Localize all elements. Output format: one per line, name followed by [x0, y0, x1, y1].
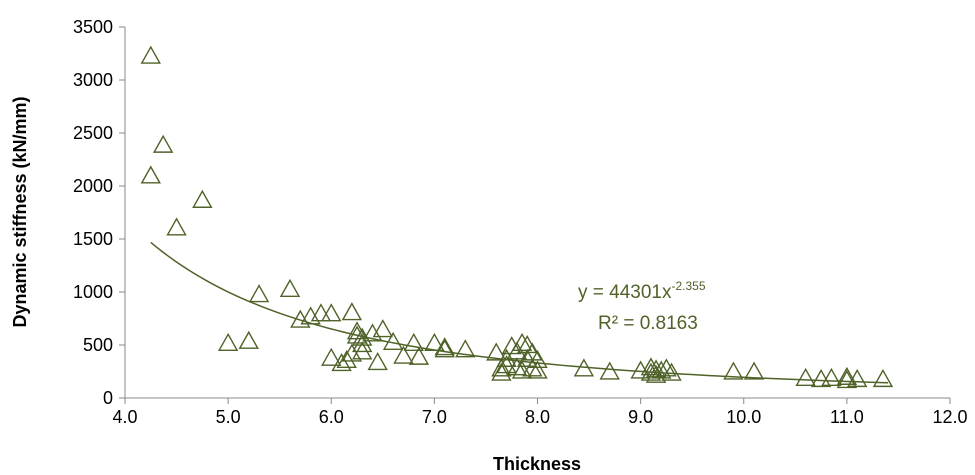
x-tick-label: 12.0 [932, 407, 967, 427]
ticks: 4.0 5.0 6.0 7.0 8.0 9.0 10.0 11.0 12.0 0 500 1000 15… [73, 17, 968, 427]
data-point [403, 332, 424, 352]
data-point [651, 360, 672, 379]
data-point [434, 337, 455, 356]
data-point [248, 284, 270, 303]
x-tick-label: 4.0 [112, 407, 137, 427]
data-point [486, 342, 507, 361]
x-tick-label: 11.0 [830, 407, 864, 427]
data-point [723, 361, 744, 380]
data-point [661, 362, 682, 381]
data-point [846, 368, 868, 388]
data-point [238, 330, 259, 349]
y-tick-label: 2500 [73, 123, 113, 143]
data-point [573, 358, 595, 377]
y-tick-label: 3000 [73, 70, 113, 90]
data-point [527, 360, 548, 379]
data-point [645, 364, 667, 383]
data-point [743, 361, 765, 380]
data-points [140, 45, 894, 389]
data-point [331, 353, 352, 372]
data-point [290, 309, 311, 328]
y-tick-label: 3500 [73, 17, 113, 37]
data-point [351, 327, 373, 346]
power-trendline [150, 241, 889, 384]
data-point [192, 189, 213, 208]
y-tick-label: 1500 [73, 229, 113, 249]
data-point [336, 349, 357, 368]
y-tick-label: 0 [103, 388, 113, 408]
data-point [382, 331, 404, 350]
data-point [140, 165, 161, 184]
data-point [455, 339, 476, 358]
data-point [656, 358, 677, 377]
data-point [795, 367, 816, 387]
trendline-layer [150, 241, 889, 384]
data-point [372, 319, 394, 338]
x-tick-label: 10.0 [726, 407, 761, 427]
data-point [217, 332, 239, 352]
data-point [810, 368, 832, 388]
data-point [491, 358, 512, 377]
data-point [599, 361, 620, 380]
data-point [434, 339, 455, 358]
data-point [166, 217, 187, 236]
data-point [152, 134, 174, 153]
x-tick-label: 6.0 [319, 407, 344, 427]
y-axis-title: Dynamic stiffness (kN/mm) [10, 96, 30, 327]
data-point [424, 332, 445, 352]
y-tick-label: 500 [83, 335, 113, 355]
data-point [351, 333, 373, 353]
data-point [836, 366, 858, 385]
trendline-equation: y = 44301x-2.355 [578, 279, 706, 303]
data-point [321, 303, 342, 322]
data-point [367, 351, 388, 371]
x-axis-title: Thickness [493, 454, 581, 474]
data-point [821, 367, 842, 387]
x-tick-label: 9.0 [628, 407, 653, 427]
data-point [527, 349, 548, 368]
x-tick-label: 8.0 [525, 407, 550, 427]
y-tick-label: 1000 [73, 282, 113, 302]
data-point [516, 348, 538, 367]
data-point [393, 345, 414, 364]
data-point [341, 302, 363, 321]
data-point [496, 355, 517, 374]
data-point [279, 278, 301, 297]
data-point [140, 45, 161, 64]
axes [124, 27, 950, 399]
data-point [872, 368, 894, 388]
x-tick-label: 5.0 [216, 407, 241, 427]
data-point [408, 346, 430, 365]
r-squared-label: R² = 0.8163 [598, 313, 698, 334]
data-point [321, 347, 342, 366]
data-point [346, 325, 368, 344]
data-point [511, 332, 533, 352]
data-point [362, 323, 383, 342]
x-tick-label: 7.0 [422, 407, 447, 427]
y-tick-label: 2000 [73, 176, 113, 196]
data-point [310, 303, 332, 322]
